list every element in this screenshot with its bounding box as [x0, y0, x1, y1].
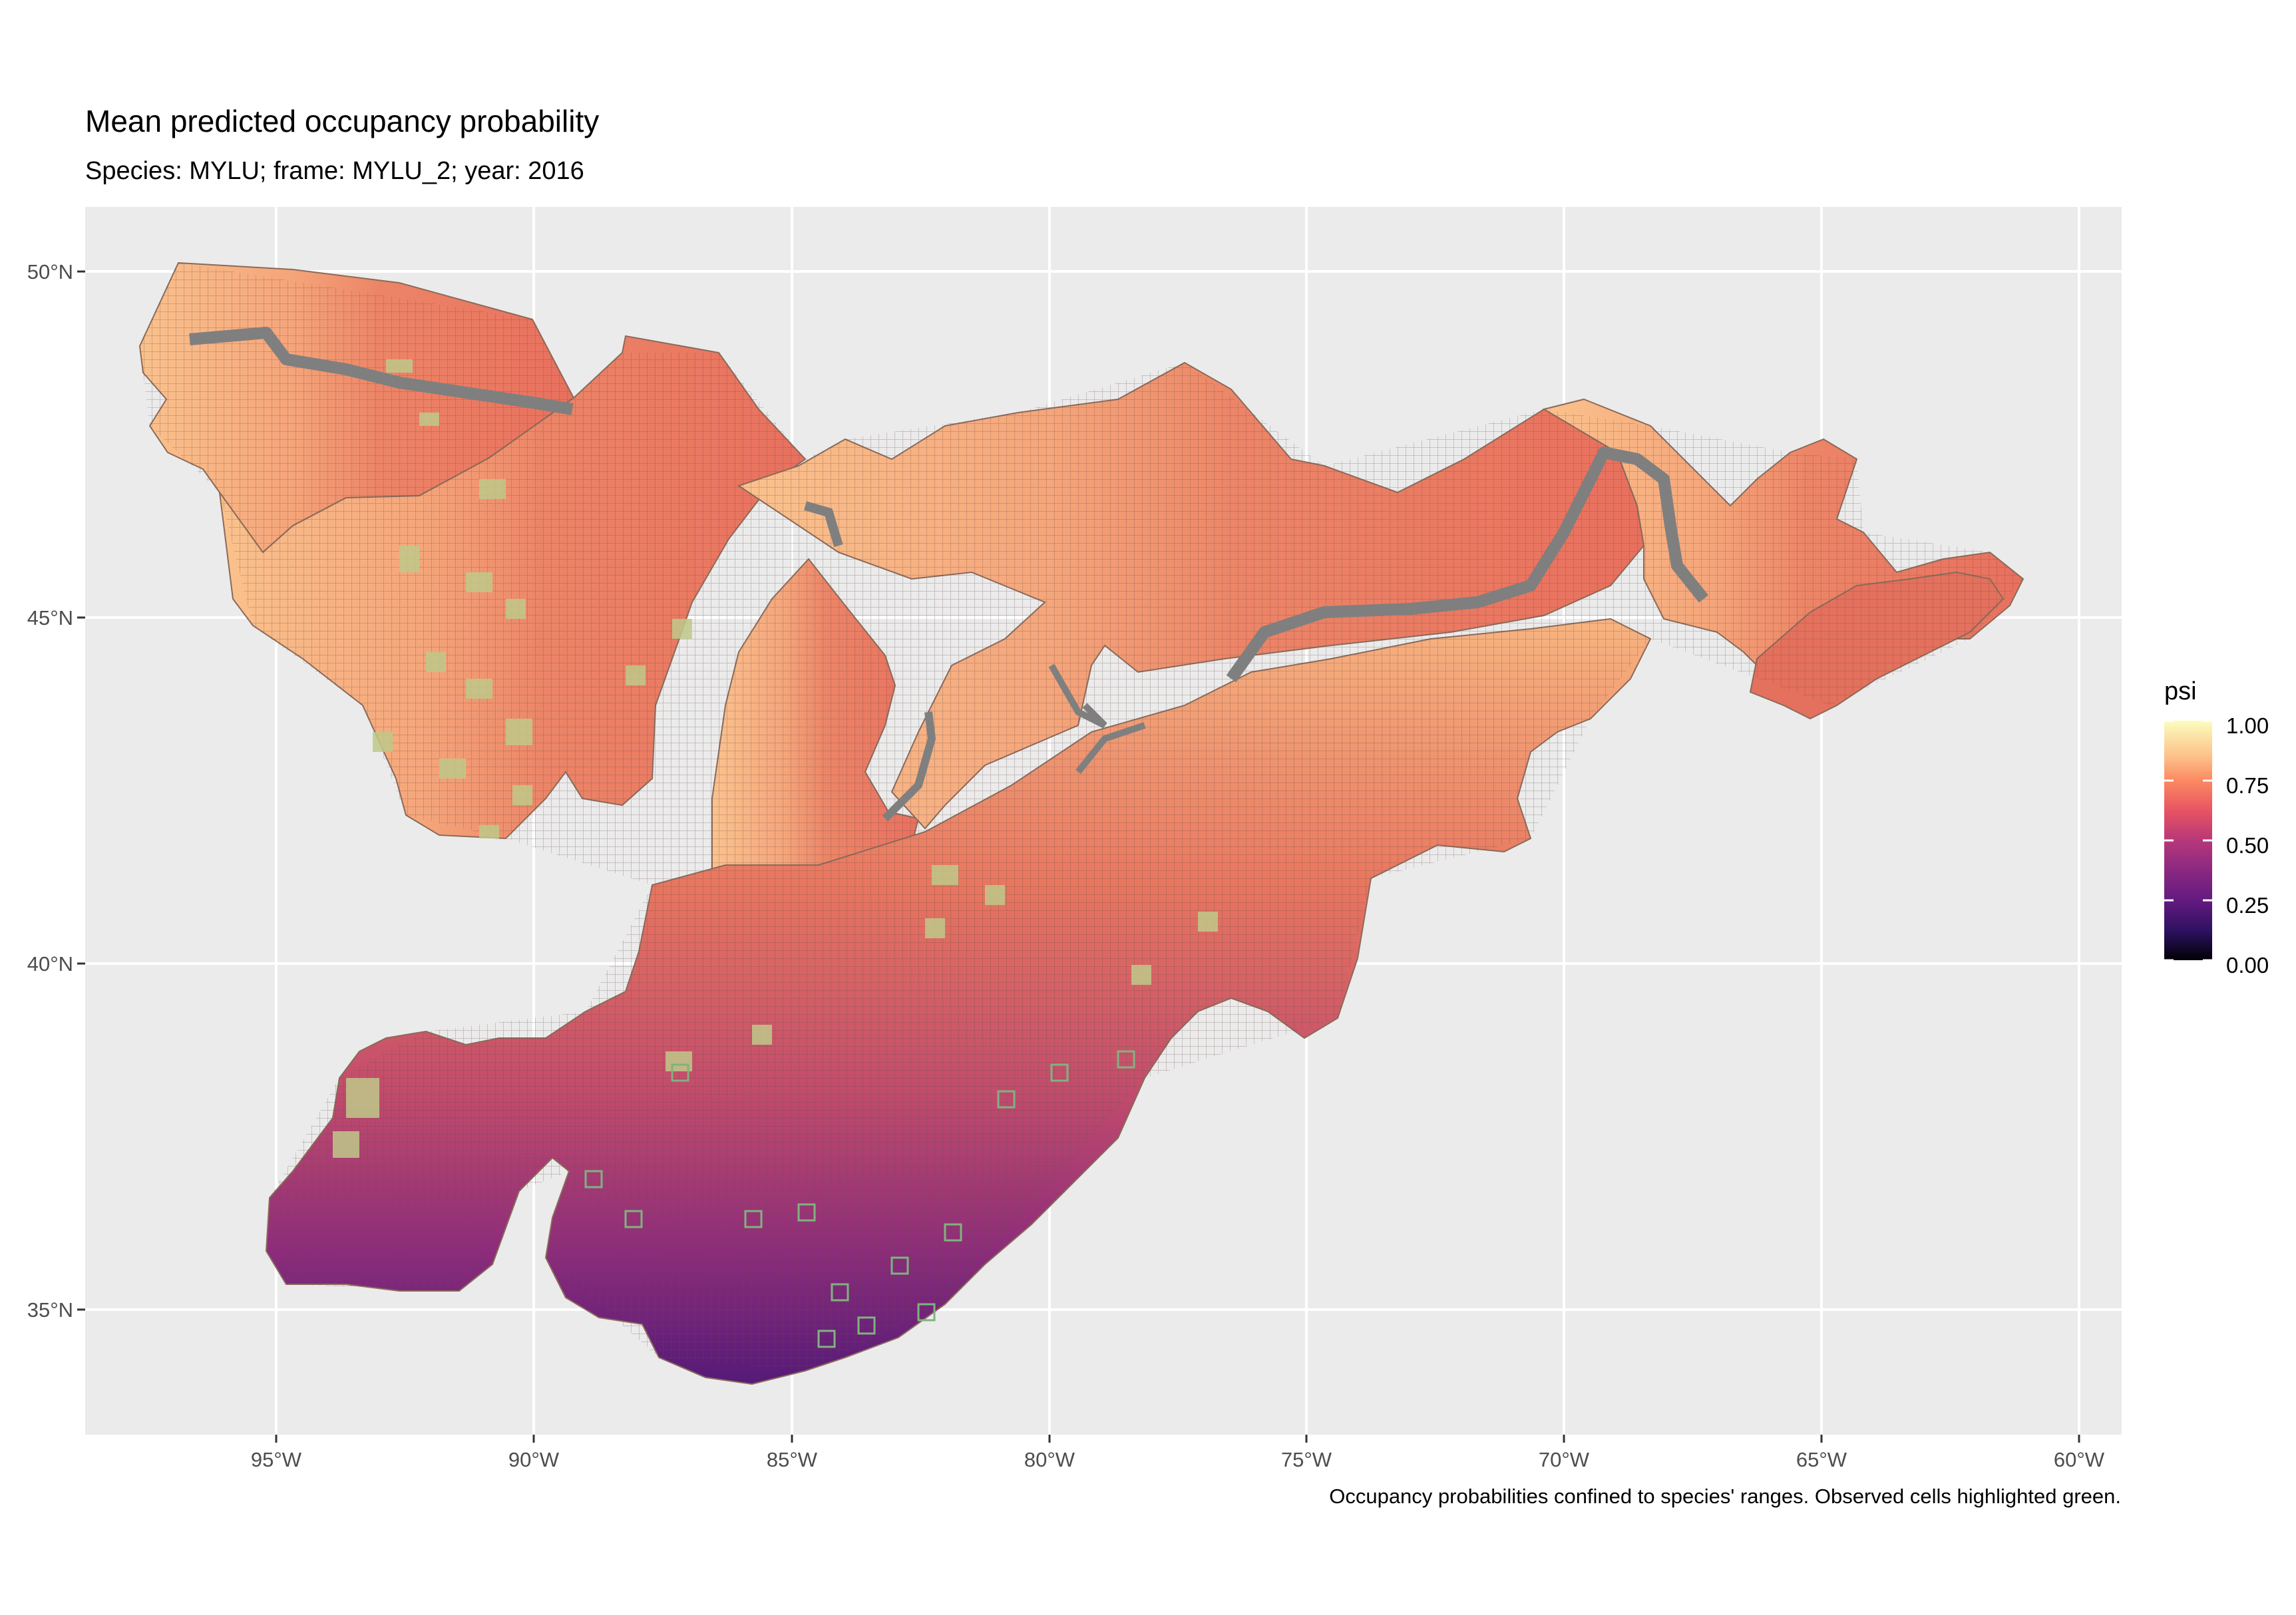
boundary-band-lake-erie [1075, 722, 1146, 775]
boundary-band-mackinac [804, 501, 843, 548]
boundary-band-lake-huron [1048, 663, 1107, 729]
x-tick-label: 80°W [1024, 1448, 1075, 1471]
x-tick-label: 85°W [767, 1448, 818, 1471]
legend-label-100: 1.00 [2226, 713, 2269, 738]
boundary-band-lake-superior [189, 327, 574, 415]
legend-label-050: 0.50 [2226, 833, 2269, 858]
x-tick-label: 70°W [1539, 1448, 1590, 1471]
observed-cells [333, 359, 1218, 1158]
y-axis: 50°N 45°N 40°N 35°N [27, 260, 85, 1322]
legend-label-000: 0.00 [2226, 953, 2269, 978]
x-axis: 95°W 90°W 85°W 80°W 75°W 70°W 65°W 60°W [251, 1435, 2105, 1471]
x-tick-label: 75°W [1281, 1448, 1332, 1471]
map-subtitle: Species: MYLU; frame: MYLU_2; year: 2016 [85, 157, 584, 185]
y-tick-label: 50°N [27, 260, 73, 283]
map-caption: Occupancy probabilities confined to spec… [1329, 1485, 2121, 1508]
y-tick-label: 45°N [27, 606, 73, 629]
legend-ticks [2164, 719, 2212, 962]
observed-cells-south [584, 1050, 1135, 1348]
x-tick-label: 65°W [1796, 1448, 1847, 1471]
x-tick-label: 95°W [251, 1448, 302, 1471]
x-tick-label: 60°W [2054, 1448, 2105, 1471]
boundary-band-st-lawrence [1226, 447, 1709, 683]
legend-label-075: 0.75 [2226, 773, 2269, 798]
legend-title: psi [2164, 677, 2197, 705]
boundary-band-great-lakes [882, 711, 936, 822]
legend-label-025: 0.25 [2226, 893, 2269, 918]
x-tick-label: 90°W [508, 1448, 560, 1471]
y-tick-label: 40°N [27, 952, 73, 976]
map-title: Mean predicted occupancy probability [85, 104, 600, 138]
y-tick-label: 35°N [27, 1298, 73, 1322]
